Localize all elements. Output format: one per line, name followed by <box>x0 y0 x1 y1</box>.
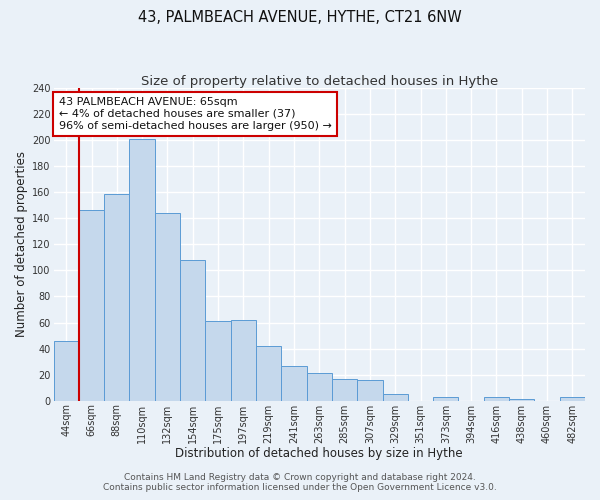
Bar <box>281 366 307 400</box>
Bar <box>231 320 256 400</box>
Bar <box>155 213 180 400</box>
Bar <box>180 260 205 400</box>
Text: Contains HM Land Registry data © Crown copyright and database right 2024.
Contai: Contains HM Land Registry data © Crown c… <box>103 473 497 492</box>
Text: 43 PALMBEACH AVENUE: 65sqm
← 4% of detached houses are smaller (37)
96% of semi-: 43 PALMBEACH AVENUE: 65sqm ← 4% of detac… <box>59 98 332 130</box>
Bar <box>433 397 458 400</box>
Bar <box>307 374 332 400</box>
Y-axis label: Number of detached properties: Number of detached properties <box>15 152 28 338</box>
Text: 43, PALMBEACH AVENUE, HYTHE, CT21 6NW: 43, PALMBEACH AVENUE, HYTHE, CT21 6NW <box>138 10 462 25</box>
Bar <box>53 341 79 400</box>
Bar <box>79 210 104 400</box>
Bar <box>357 380 383 400</box>
Bar <box>130 139 155 400</box>
Bar <box>560 397 585 400</box>
X-axis label: Distribution of detached houses by size in Hythe: Distribution of detached houses by size … <box>175 447 463 460</box>
Bar <box>104 194 130 400</box>
Bar <box>383 394 408 400</box>
Bar <box>332 378 357 400</box>
Bar <box>256 346 281 401</box>
Bar <box>205 321 231 400</box>
Title: Size of property relative to detached houses in Hythe: Size of property relative to detached ho… <box>140 75 498 88</box>
Bar <box>484 397 509 400</box>
